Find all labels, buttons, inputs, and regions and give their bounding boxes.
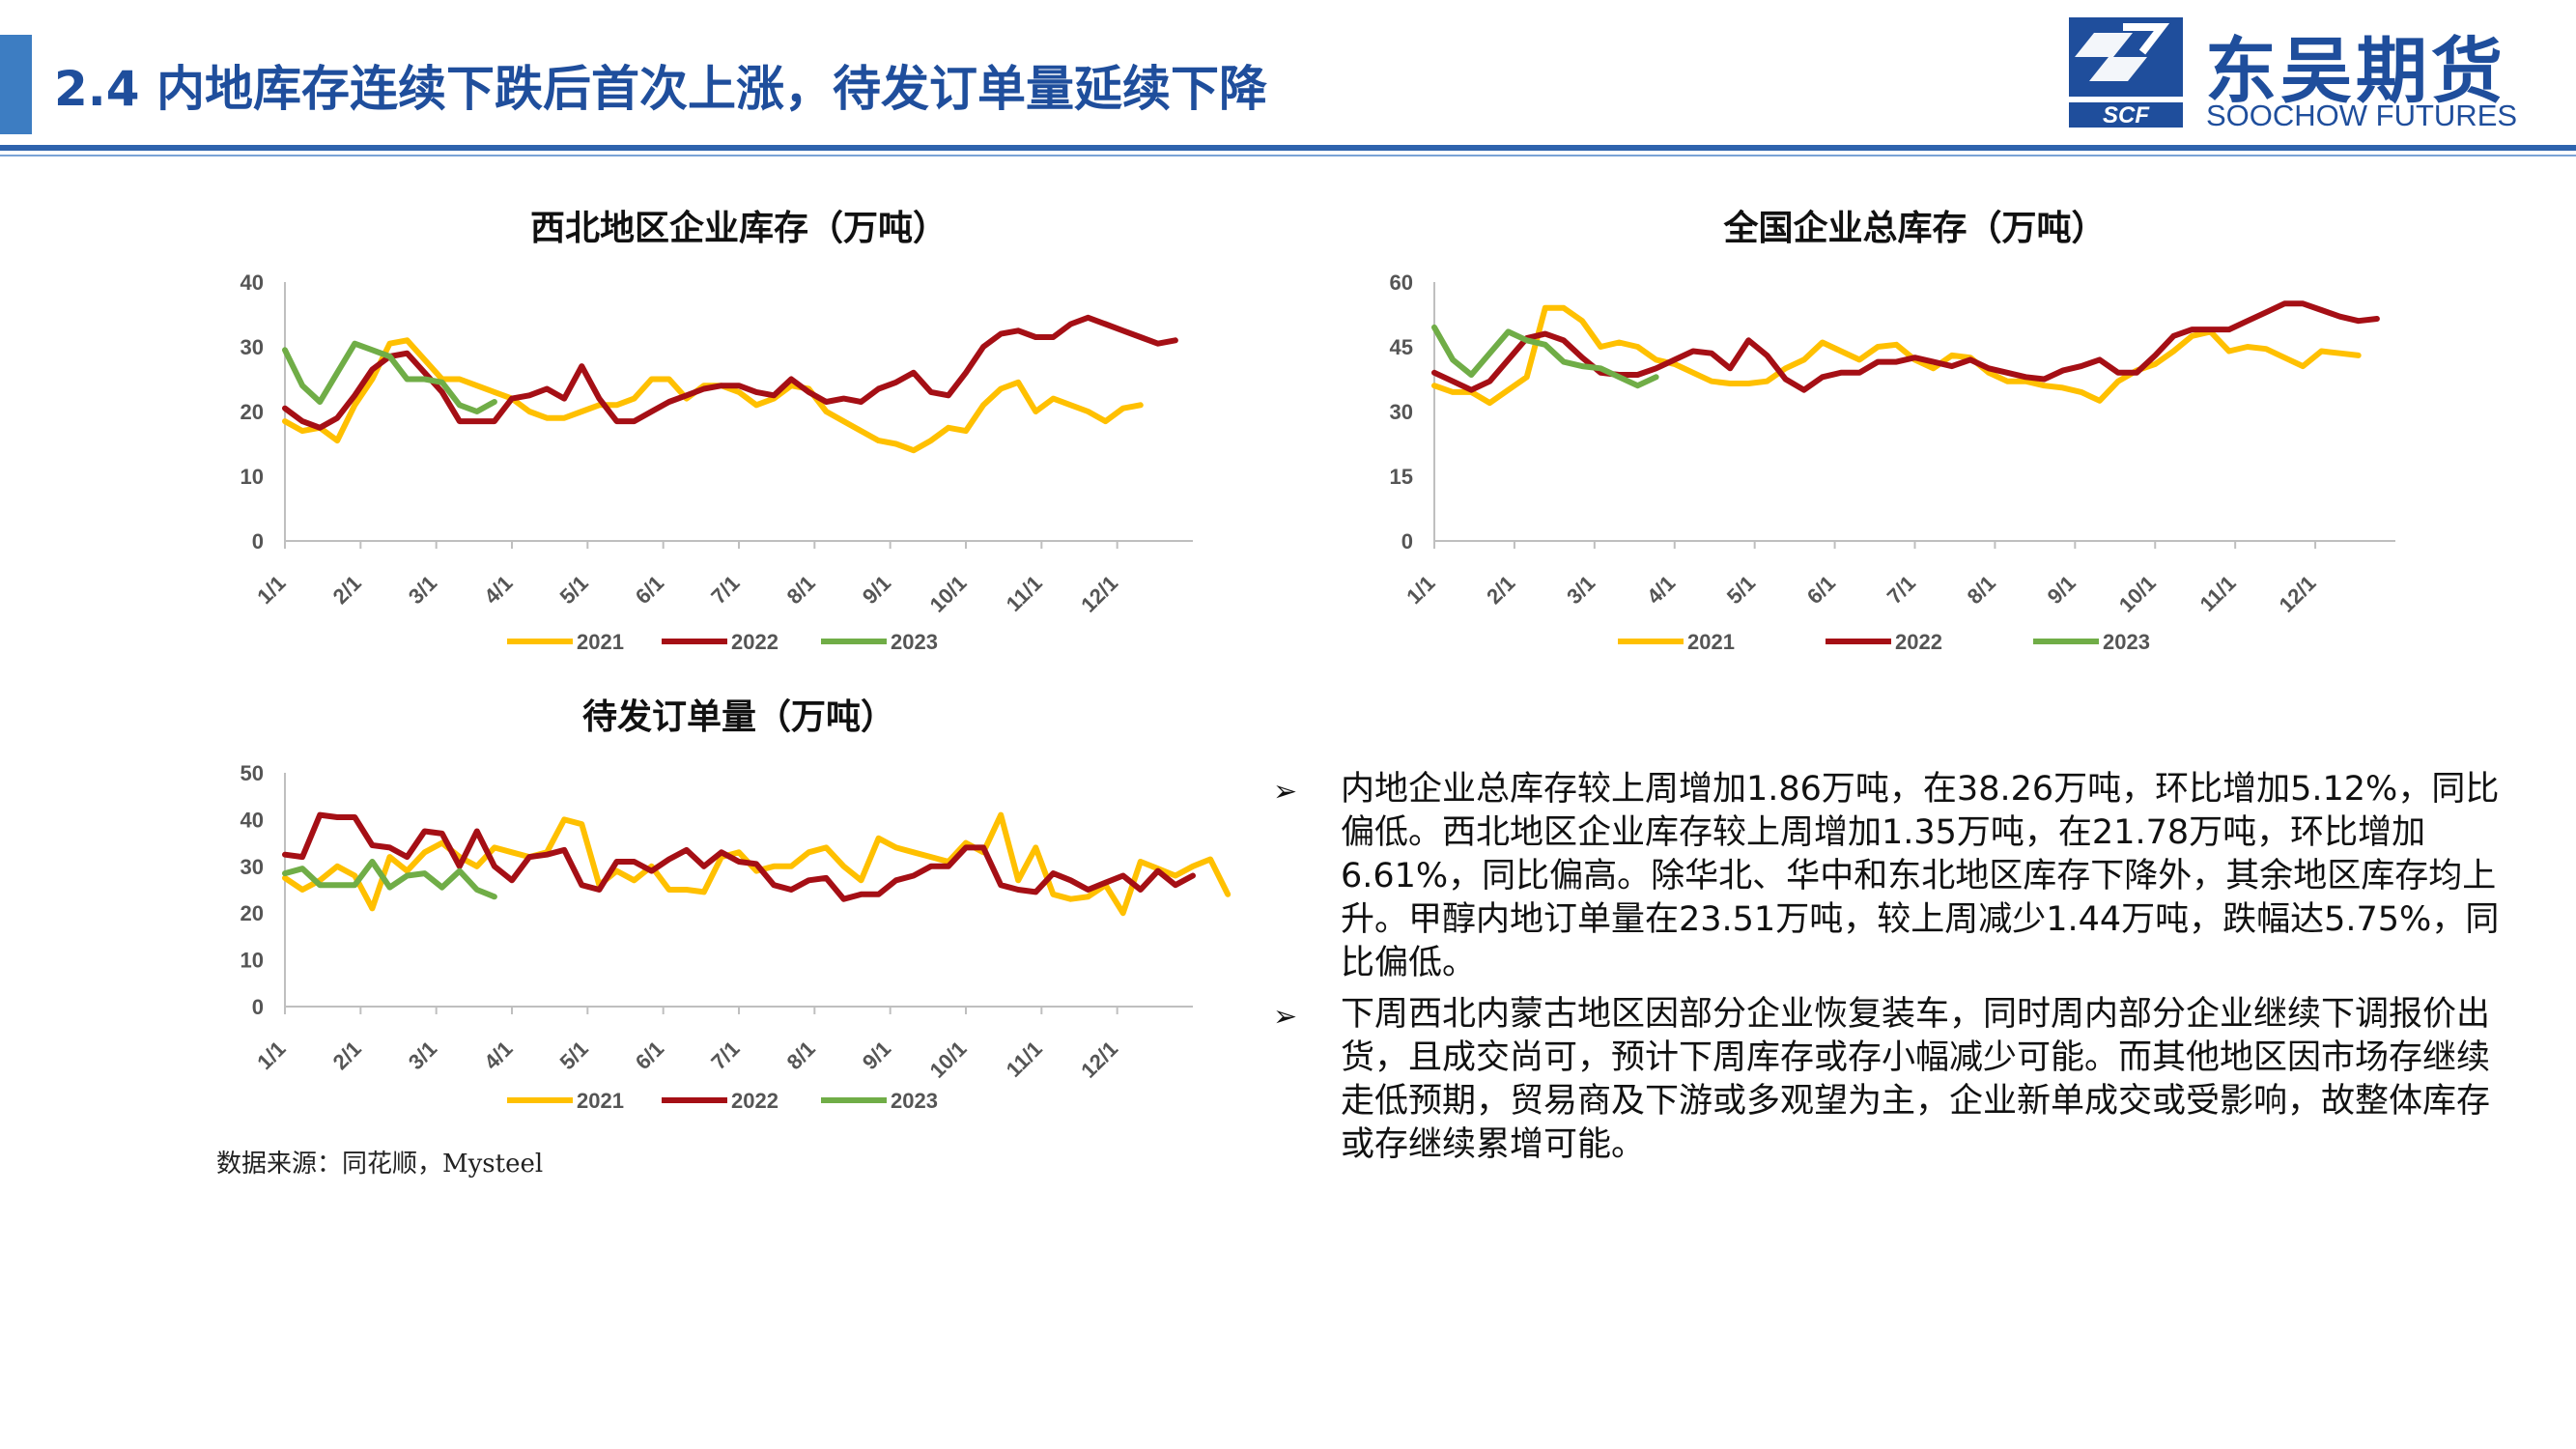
commentary-text: 下周西北内蒙古地区因部分企业恢复装车，同时周内部分企业继续下调报价出货，且成交尚… bbox=[1341, 995, 2491, 1164]
page-title: 2.4 内地库存连续下跌后首次上涨，待发订单量延续下降 bbox=[54, 61, 1267, 117]
commentary-item: ➢ 下周西北内蒙古地区因部分企业恢复装车，同时周内部分企业继续下调报价出货，且成… bbox=[1273, 993, 2509, 1167]
y-tick-label: 60 bbox=[1390, 270, 1413, 295]
legend-label-2021: 2021 bbox=[577, 630, 624, 654]
title-accent-bar bbox=[0, 35, 32, 134]
x-tick-label: 12/1 bbox=[2275, 571, 2321, 617]
x-tick-label: 4/1 bbox=[479, 571, 517, 609]
series-line-2023 bbox=[282, 859, 497, 900]
x-tick-label: 12/1 bbox=[1076, 1037, 1122, 1083]
series-line-2021 bbox=[1431, 304, 2362, 407]
x-tick-label: 4/1 bbox=[1642, 571, 1680, 609]
x-tick-label: 2/1 bbox=[328, 1037, 366, 1074]
x-tick-label: 6/1 bbox=[631, 1037, 668, 1074]
x-tick-label: 7/1 bbox=[706, 1037, 744, 1074]
x-tick-label: 8/1 bbox=[782, 571, 820, 609]
x-tick-label: 2/1 bbox=[328, 571, 366, 609]
y-tick-label: 0 bbox=[1401, 529, 1413, 554]
y-tick-label: 15 bbox=[1390, 465, 1413, 489]
chart-title: 西北地区企业库存（万吨） bbox=[530, 208, 948, 248]
x-tick-label: 10/1 bbox=[2114, 571, 2161, 617]
legend-label-2023: 2023 bbox=[891, 630, 938, 654]
y-tick-label: 20 bbox=[241, 901, 264, 925]
y-tick-label: 30 bbox=[1390, 400, 1413, 424]
chart-title: 全国企业总库存（万吨） bbox=[1722, 208, 2106, 248]
y-tick-label: 0 bbox=[252, 529, 264, 554]
series-line-2023 bbox=[282, 340, 497, 414]
chart-national-inventory: 全国企业总库存（万吨） 0 15 30 45 60 1/1 2/1 3/1 4/1 5/1 6/1 7/… bbox=[1343, 193, 2429, 676]
x-tick-label: 8/1 bbox=[782, 1037, 820, 1074]
y-tick-label: 10 bbox=[241, 949, 264, 973]
x-tick-label: 7/1 bbox=[1882, 571, 1920, 609]
x-tick-label: 12/1 bbox=[1076, 571, 1122, 617]
arrow-bullet-icon: ➢ bbox=[1273, 775, 1298, 809]
legend-label-2021: 2021 bbox=[1687, 630, 1735, 654]
header-divider bbox=[0, 145, 2576, 151]
chart-pending-orders: 待发订单量（万吨） 0 10 20 30 40 50 1/1 2/1 3/1 4/1 5/1 6/1 7/… bbox=[208, 688, 1231, 1142]
commentary-text: 内地企业总库存较上周增加1.86万吨，在38.26万吨，环比增加5.12%，同比… bbox=[1341, 770, 2500, 982]
x-tick-label: 9/1 bbox=[858, 1037, 895, 1074]
legend-label-2022: 2022 bbox=[1895, 630, 1942, 654]
x-tick-label: 11/1 bbox=[2195, 571, 2241, 616]
y-tick-label: 30 bbox=[241, 855, 264, 879]
x-tick-label: 5/1 bbox=[1722, 571, 1760, 609]
chart-title: 待发订单量（万吨） bbox=[582, 697, 895, 737]
y-tick-label: 50 bbox=[241, 761, 264, 785]
x-tick-label: 9/1 bbox=[2043, 571, 2081, 609]
x-tick-label: 3/1 bbox=[404, 1037, 441, 1074]
y-tick-label: 30 bbox=[241, 335, 264, 359]
legend-label-2023: 2023 bbox=[891, 1089, 938, 1113]
y-tick-label: 40 bbox=[241, 270, 264, 295]
commentary-item: ➢ 内地企业总库存较上周增加1.86万吨，在38.26万吨，环比增加5.12%，… bbox=[1273, 768, 2509, 985]
commentary-list: ➢ 内地企业总库存较上周增加1.86万吨，在38.26万吨，环比增加5.12%，… bbox=[1273, 768, 2509, 1175]
y-tick-label: 0 bbox=[252, 995, 264, 1019]
legend-label-2021: 2021 bbox=[577, 1089, 624, 1113]
x-tick-label: 10/1 bbox=[925, 571, 972, 617]
legend-label-2022: 2022 bbox=[731, 1089, 778, 1113]
x-tick-label: 3/1 bbox=[1562, 571, 1599, 609]
scf-logo-icon: SCF bbox=[2069, 17, 2183, 128]
series-line-2022 bbox=[282, 811, 1196, 902]
x-tick-label: 6/1 bbox=[1802, 571, 1840, 609]
chart-northwest-inventory: 西北地区企业库存（万吨） 0 10 20 30 40 1/1 2/1 3/1 4/1 5/1 6/1 7… bbox=[208, 193, 1231, 676]
data-source-note: 数据来源：同花顺，Mysteel bbox=[216, 1150, 544, 1179]
y-tick-label: 45 bbox=[1390, 335, 1413, 359]
x-tick-label: 2/1 bbox=[1482, 571, 1519, 609]
x-tick-label: 9/1 bbox=[858, 571, 895, 609]
x-tick-label: 11/1 bbox=[1002, 1037, 1047, 1082]
series-line-2021 bbox=[282, 811, 1231, 917]
x-tick-label: 6/1 bbox=[631, 571, 668, 609]
x-tick-label: 11/1 bbox=[1002, 571, 1047, 616]
x-tick-label: 1/1 bbox=[1401, 571, 1439, 609]
x-tick-label: 7/1 bbox=[706, 571, 744, 609]
y-tick-label: 10 bbox=[241, 465, 264, 489]
y-tick-label: 20 bbox=[241, 400, 264, 424]
y-tick-label: 40 bbox=[241, 808, 264, 832]
header-divider-thin bbox=[0, 155, 2576, 156]
x-tick-label: 5/1 bbox=[555, 1037, 593, 1074]
legend-label-2023: 2023 bbox=[2103, 630, 2150, 654]
legend-label-2022: 2022 bbox=[731, 630, 778, 654]
x-tick-label: 8/1 bbox=[1963, 571, 2000, 609]
logo-mark-text: SCF bbox=[2103, 102, 2150, 128]
arrow-bullet-icon: ➢ bbox=[1273, 1000, 1298, 1034]
company-logo: SCF 东吴期货 SOOCHOW FUTURES bbox=[2065, 14, 2567, 137]
x-tick-label: 4/1 bbox=[479, 1037, 517, 1074]
logo-chinese-name: 东吴期货 bbox=[2205, 30, 2506, 113]
series-line-2023 bbox=[1431, 324, 1659, 389]
x-tick-label: 1/1 bbox=[252, 571, 290, 609]
x-tick-label: 3/1 bbox=[404, 571, 441, 609]
x-tick-label: 5/1 bbox=[555, 571, 593, 609]
x-tick-label: 1/1 bbox=[252, 1037, 290, 1074]
logo-english-name: SOOCHOW FUTURES bbox=[2206, 99, 2518, 132]
series-line-2022 bbox=[282, 314, 1178, 431]
x-tick-label: 10/1 bbox=[925, 1037, 972, 1083]
